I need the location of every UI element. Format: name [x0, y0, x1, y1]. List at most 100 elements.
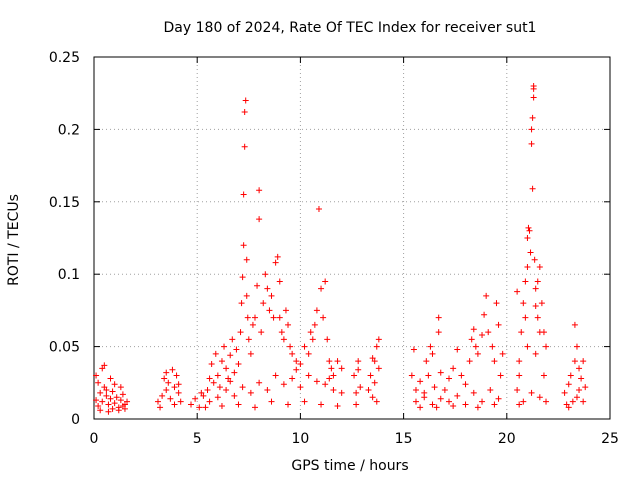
- data-point: [247, 389, 254, 396]
- data-point: [466, 358, 473, 365]
- data-point: [107, 395, 114, 402]
- data-point: [536, 394, 543, 401]
- data-point: [157, 404, 164, 411]
- data-point: [305, 350, 312, 357]
- data-point: [97, 407, 104, 414]
- y-tick-label: 0.05: [49, 340, 80, 356]
- data-point: [334, 402, 341, 409]
- data-point: [474, 404, 481, 411]
- data-point: [173, 372, 180, 379]
- data-point: [175, 389, 182, 396]
- data-point: [235, 360, 242, 367]
- data-point: [497, 372, 504, 379]
- data-point: [235, 401, 242, 408]
- data-point: [417, 378, 424, 385]
- data-point: [251, 314, 258, 321]
- data-point: [565, 381, 572, 388]
- data-point: [487, 387, 494, 394]
- data-point: [206, 398, 213, 405]
- x-tick-label: 0: [90, 431, 99, 447]
- data-point: [272, 259, 279, 266]
- x-tick-label: 25: [601, 431, 619, 447]
- data-point: [264, 285, 271, 292]
- data-point: [435, 314, 442, 321]
- data-point: [285, 401, 292, 408]
- grid-lines: [94, 57, 610, 419]
- data-point: [524, 263, 531, 270]
- data-point: [243, 292, 250, 299]
- data-point: [524, 235, 531, 241]
- data-point: [423, 358, 430, 365]
- data-point: [103, 387, 110, 394]
- data-point: [171, 401, 178, 408]
- data-point: [251, 404, 258, 411]
- data-point: [111, 381, 118, 388]
- data-point: [289, 375, 296, 382]
- data-point: [99, 398, 106, 405]
- data-point: [214, 372, 221, 379]
- data-point: [115, 407, 122, 414]
- plot-frame: [93, 56, 611, 420]
- data-points: [93, 82, 589, 415]
- data-point: [573, 343, 580, 350]
- data-point: [369, 394, 376, 401]
- data-point: [285, 321, 292, 328]
- data-point: [210, 379, 217, 386]
- data-point: [287, 343, 294, 350]
- data-point: [369, 355, 376, 362]
- data-point: [113, 394, 120, 401]
- data-point: [231, 369, 238, 376]
- data-point: [367, 372, 374, 379]
- data-point: [528, 140, 535, 147]
- data-point: [268, 292, 275, 299]
- data-point: [355, 366, 362, 373]
- data-point: [307, 329, 314, 336]
- data-point: [534, 314, 541, 321]
- data-point: [429, 401, 436, 408]
- data-point: [254, 282, 261, 289]
- data-point: [169, 366, 176, 373]
- data-point: [313, 378, 320, 385]
- data-point: [532, 303, 539, 310]
- data-point: [258, 329, 265, 336]
- data-point: [441, 387, 448, 394]
- data-point: [324, 336, 331, 343]
- data-point: [543, 398, 550, 405]
- data-point: [109, 388, 116, 395]
- data-point: [159, 392, 166, 399]
- data-point: [243, 256, 250, 263]
- data-point: [221, 343, 228, 350]
- data-point: [274, 253, 281, 260]
- data-point: [514, 288, 521, 295]
- data-point: [223, 387, 230, 394]
- data-point: [233, 346, 240, 353]
- data-point: [198, 389, 205, 396]
- data-point: [371, 379, 378, 386]
- data-point: [95, 379, 102, 386]
- data-point: [355, 358, 362, 365]
- data-point: [256, 216, 263, 223]
- data-point: [311, 321, 318, 328]
- data-point: [357, 384, 364, 391]
- data-point: [520, 300, 527, 307]
- data-point: [446, 375, 453, 382]
- data-point: [479, 332, 486, 339]
- y-tick-label: 0.25: [49, 50, 80, 66]
- data-point: [518, 329, 525, 336]
- data-point: [266, 307, 273, 314]
- data-point: [297, 360, 304, 367]
- data-point: [338, 365, 345, 372]
- data-point: [239, 384, 246, 391]
- data-point: [578, 375, 585, 382]
- data-point: [322, 278, 329, 285]
- axis-ticks: [93, 56, 611, 420]
- data-point: [534, 278, 541, 285]
- data-point: [171, 384, 178, 391]
- data-point: [470, 326, 477, 333]
- data-point: [282, 307, 289, 314]
- data-point: [119, 391, 126, 398]
- data-point: [165, 379, 172, 386]
- data-point: [569, 398, 576, 405]
- data-point: [571, 321, 578, 328]
